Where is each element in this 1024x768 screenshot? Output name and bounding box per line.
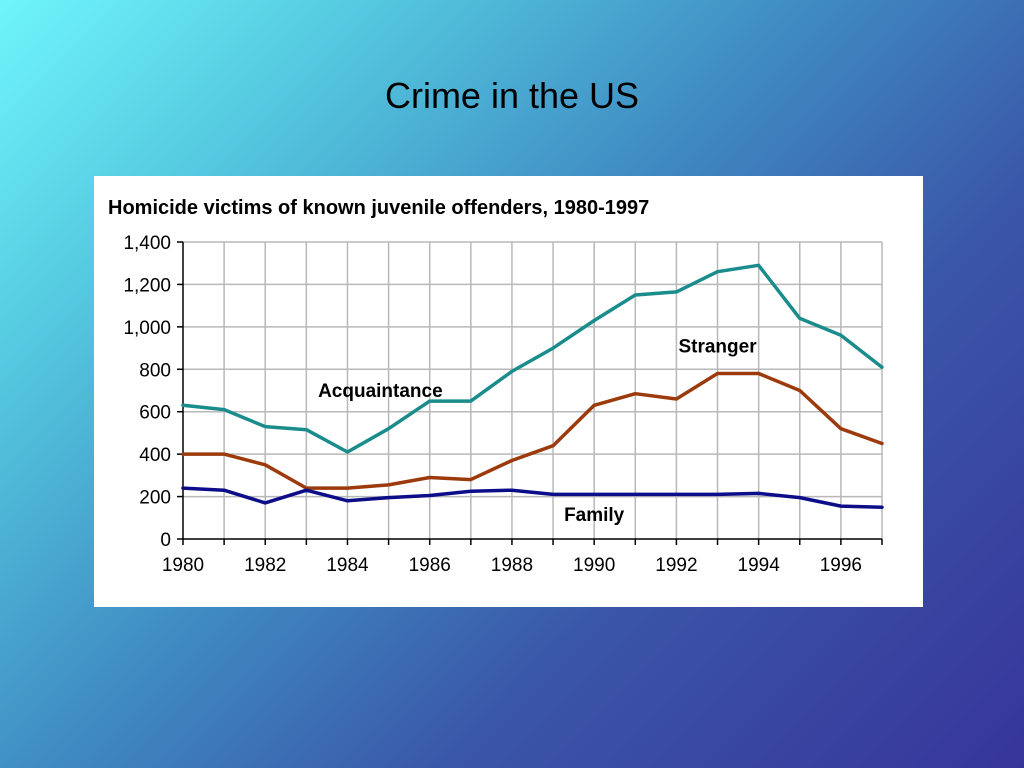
- chart-title: Homicide victims of known juvenile offen…: [108, 197, 649, 219]
- x-tick-label: 1992: [655, 555, 697, 576]
- x-tick-label: 1996: [820, 555, 862, 576]
- series-line-family: [181, 486, 884, 509]
- y-tick-label: 400: [139, 445, 171, 466]
- series-label-acquaintance: Acquaintance: [318, 381, 443, 402]
- y-tick-label: 800: [139, 360, 171, 381]
- chart-tick-labels: 0 200 400 600 800 1,000 1,200 1,400 1980 1982 1984…: [123, 233, 862, 576]
- x-tick-label: 1986: [409, 555, 451, 576]
- x-tick-label: 1988: [491, 555, 533, 576]
- x-tick-label: 1982: [244, 555, 286, 576]
- y-tick-label: 600: [139, 403, 171, 424]
- series-label-stranger: Stranger: [678, 336, 757, 357]
- y-tick-label: 1,200: [123, 275, 171, 296]
- line-chart: Homicide victims of known juvenile offen…: [108, 197, 884, 576]
- y-tick-label: 200: [139, 488, 171, 509]
- chart-panel: Homicide victims of known juvenile offen…: [94, 176, 923, 607]
- chart-series-labels: Acquaintance Stranger Family: [318, 336, 757, 526]
- y-tick-label: 0: [160, 530, 171, 551]
- chart-series: [181, 263, 884, 509]
- x-tick-label: 1980: [162, 555, 204, 576]
- x-tick-label: 1994: [738, 555, 781, 576]
- x-tick-label: 1990: [573, 555, 615, 576]
- y-tick-label: 1,000: [123, 318, 171, 339]
- x-tick-label: 1984: [326, 555, 369, 576]
- slide-title: Crime in the US: [384, 75, 640, 116]
- series-line-stranger: [181, 371, 884, 490]
- y-tick-label: 1,400: [123, 233, 171, 254]
- series-line-acquaintance: [181, 263, 884, 454]
- series-label-family: Family: [564, 505, 625, 526]
